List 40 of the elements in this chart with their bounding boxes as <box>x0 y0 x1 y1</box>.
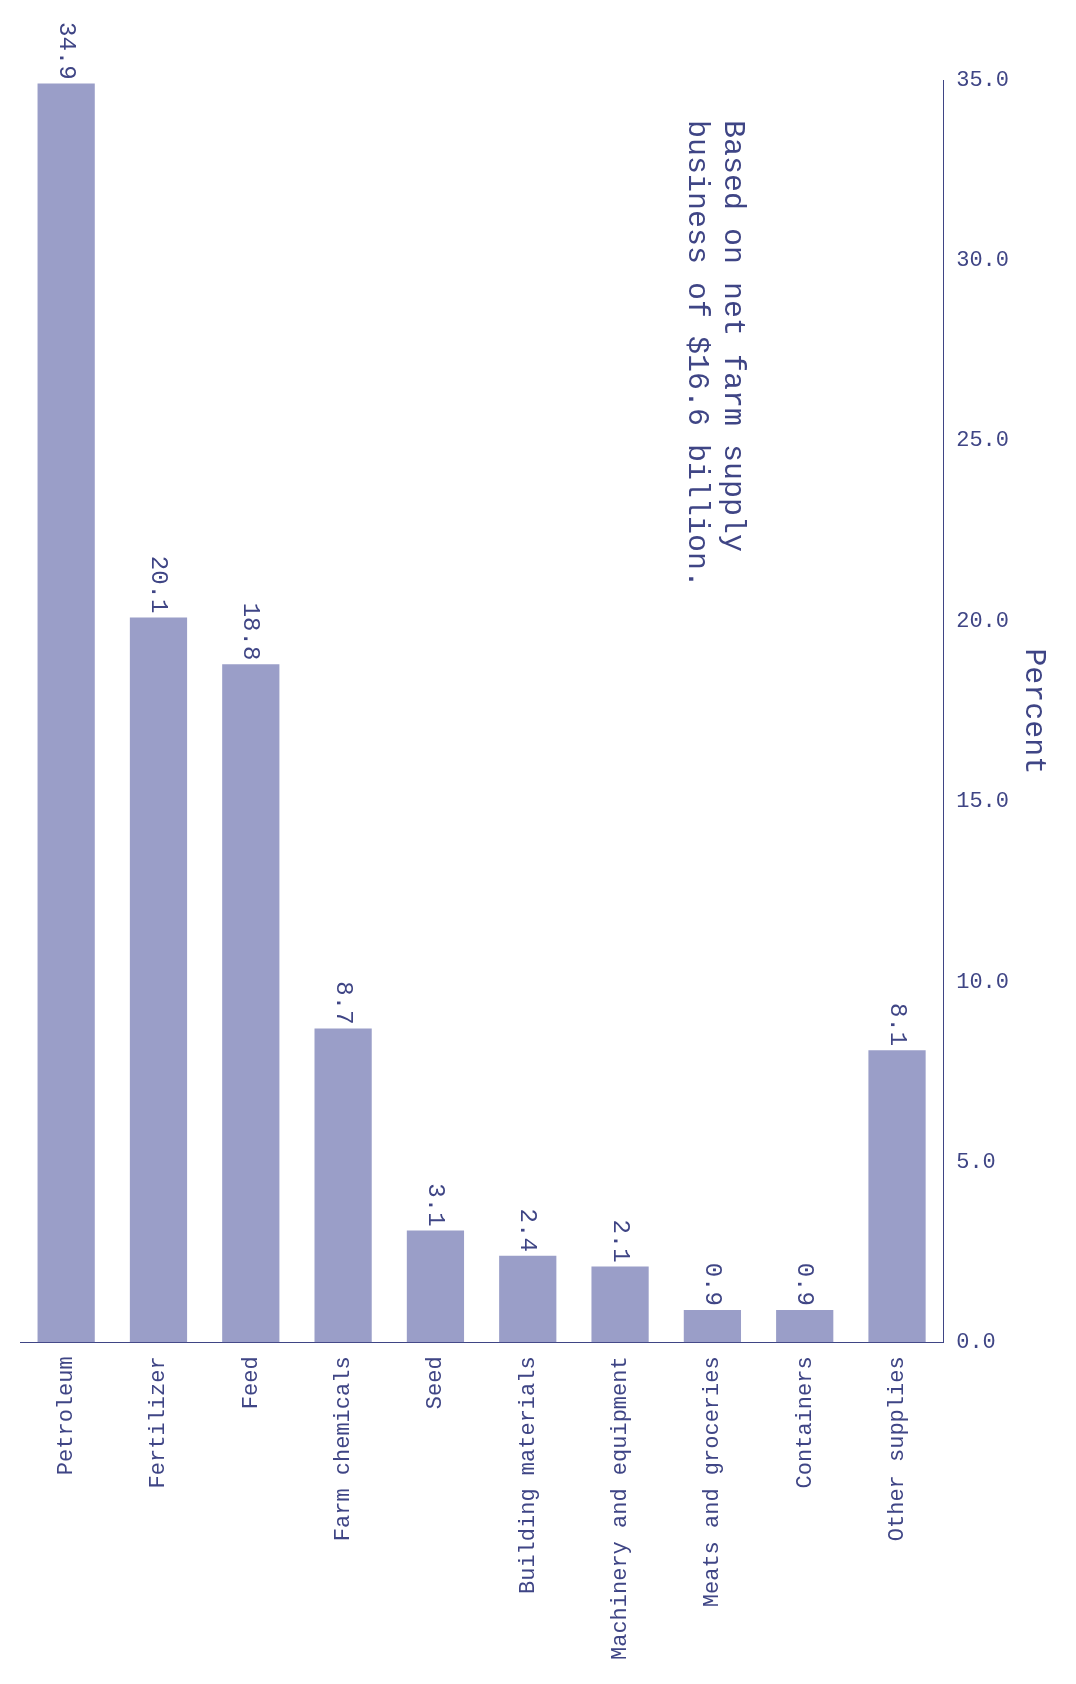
x-tick-label: Feed <box>238 1356 264 1410</box>
bar <box>868 1050 926 1343</box>
data-label: 0.9 <box>699 1262 727 1306</box>
y-tick-label: 30.0 <box>956 248 1009 274</box>
bar <box>591 1266 649 1343</box>
y-tick-label: 15.0 <box>956 789 1009 815</box>
y-tick-label: 20.0 <box>956 608 1009 634</box>
x-tick-label: Other supplies <box>884 1356 910 1542</box>
x-tick-label: Building materials <box>515 1356 541 1594</box>
data-label: 20.1 <box>145 555 173 614</box>
data-label: 0.9 <box>791 1262 819 1306</box>
annotation: Based on net farm supply business of $16.6 billion. <box>680 120 751 589</box>
data-label: 34.9 <box>52 22 80 80</box>
data-label: 2.4 <box>514 1208 542 1252</box>
bar <box>129 617 188 1343</box>
y-tick-label: 25.0 <box>956 428 1009 454</box>
bar <box>499 1255 557 1343</box>
x-tick-label: Containers <box>792 1356 818 1489</box>
data-label: 2.1 <box>606 1219 634 1263</box>
data-label: 18.8 <box>237 602 265 661</box>
y-tick-label: 0.0 <box>956 1330 996 1356</box>
bar <box>314 1028 372 1343</box>
y-axis-title: Percent <box>1017 648 1052 775</box>
bar <box>406 1230 465 1343</box>
bar <box>776 1309 834 1343</box>
x-tick-label: Machinery and equipment <box>607 1356 633 1661</box>
data-label: 3.1 <box>422 1183 450 1227</box>
y-tick-label: 10.0 <box>956 969 1009 995</box>
x-tick-label: Meats and groceries <box>700 1356 726 1608</box>
x-tick-label: Fertilizer <box>146 1356 172 1489</box>
x-tick-label: Seed <box>423 1356 449 1410</box>
data-label: 8.1 <box>883 1002 911 1047</box>
y-tick-label: 35.0 <box>956 67 1009 93</box>
bar <box>222 664 280 1343</box>
bar <box>37 83 95 1343</box>
x-tick-label: Petroleum <box>53 1356 79 1476</box>
data-label: 8.7 <box>329 981 357 1025</box>
bar <box>683 1309 742 1343</box>
y-tick-label: 5.0 <box>956 1149 996 1175</box>
x-tick-label: Farm chemicals <box>330 1356 356 1542</box>
